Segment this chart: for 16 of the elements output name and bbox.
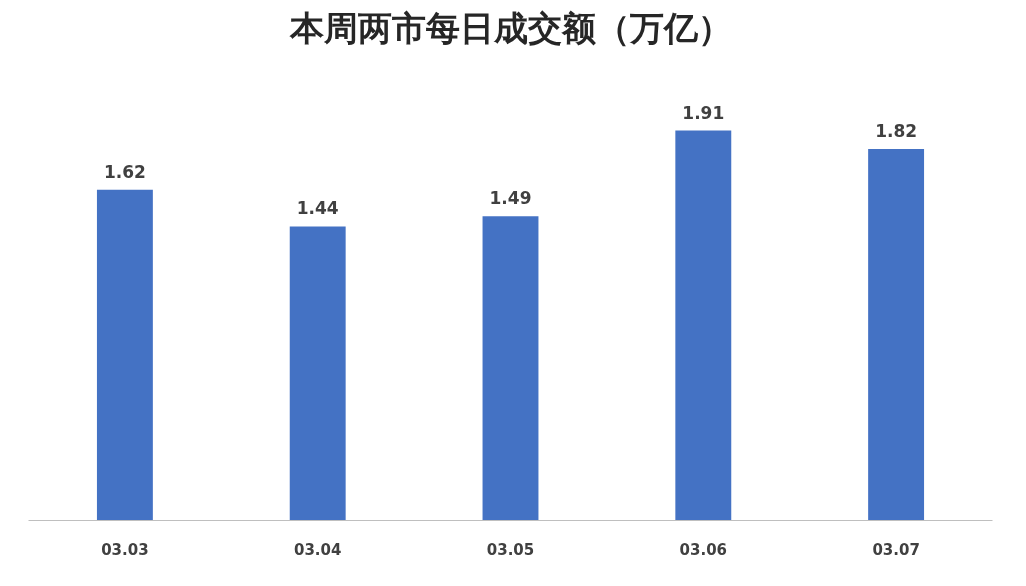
bar: [675, 130, 732, 521]
data-label: 1.44: [296, 198, 339, 219]
x-tick-label: 03.04: [293, 540, 342, 559]
x-tick-label: 03.05: [486, 540, 535, 559]
data-label: 1.91: [682, 102, 725, 123]
x-tick-label: 03.03: [101, 540, 149, 559]
x-tick-label: 03.07: [872, 540, 920, 559]
bar: [482, 216, 539, 521]
x-tick-label: 03.06: [679, 540, 728, 559]
bar: [96, 189, 153, 521]
data-label: 1.62: [103, 161, 146, 182]
data-label: 1.82: [875, 120, 918, 141]
chart-title: 本周两市每日成交额（万亿）: [288, 7, 732, 48]
bar: [868, 148, 925, 521]
bar: [289, 226, 346, 521]
data-label: 1.49: [489, 188, 532, 209]
